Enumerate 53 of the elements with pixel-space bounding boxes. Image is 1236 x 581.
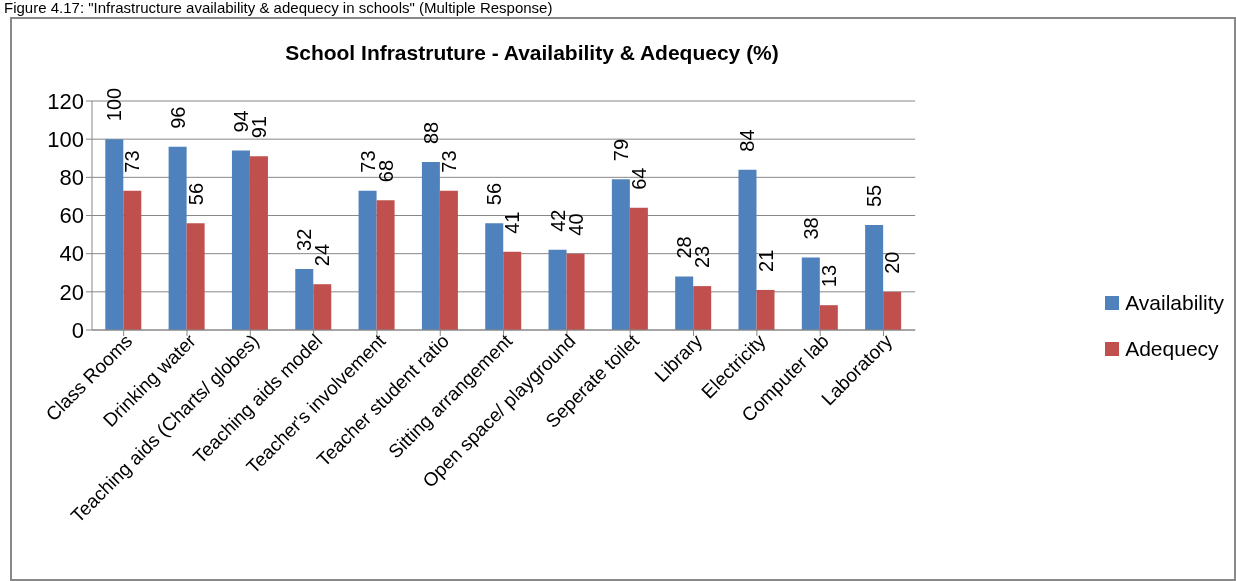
bar <box>883 291 902 330</box>
bar <box>801 257 820 330</box>
bar <box>611 179 630 330</box>
data-label: 84 <box>736 129 759 152</box>
data-label: 64 <box>627 167 650 190</box>
bar <box>566 253 585 330</box>
bar <box>123 190 142 330</box>
data-label: 73 <box>437 150 460 173</box>
y-tick-label: 100 <box>47 126 84 152</box>
chart-title: School Infrastruture - Availability & Adequecy (%) <box>285 41 779 64</box>
y-tick-label: 80 <box>59 165 84 191</box>
y-tick-label: 0 <box>71 317 84 343</box>
bar <box>693 286 712 330</box>
y-tick-label: 40 <box>59 241 84 267</box>
bar <box>439 190 458 330</box>
bar <box>249 156 268 330</box>
bar <box>168 146 187 330</box>
bar <box>738 169 757 330</box>
bar <box>485 223 504 330</box>
caption: Figure 4.17: "Infrastructure availability & adequecy in schools" (Multiple Response) <box>4 0 553 16</box>
data-label: 13 <box>817 264 840 288</box>
data-label: 96 <box>166 106 189 129</box>
bar <box>105 139 124 330</box>
data-label: 79 <box>609 138 632 162</box>
bar <box>756 289 775 330</box>
bar <box>629 207 648 330</box>
data-label: 88 <box>419 121 442 145</box>
data-label: 100 <box>103 87 126 122</box>
y-tick-label: 20 <box>59 279 84 305</box>
data-label: 20 <box>881 251 904 274</box>
y-tick-label: 120 <box>47 88 84 114</box>
data-label: 21 <box>754 249 777 272</box>
y-tick-label: 60 <box>59 203 84 229</box>
bar <box>186 223 205 330</box>
bar <box>231 150 250 330</box>
data-label: 56 <box>483 182 506 206</box>
data-label: 41 <box>501 211 524 234</box>
bar <box>358 190 377 330</box>
data-label: 55 <box>863 184 886 208</box>
data-label: 56 <box>184 182 207 206</box>
data-label: 38 <box>799 217 822 240</box>
bar <box>421 162 440 330</box>
legend-label: Adequecy <box>1125 337 1219 361</box>
bar <box>376 200 395 330</box>
bar <box>675 276 694 330</box>
data-label: 73 <box>121 150 144 173</box>
bar <box>865 225 884 330</box>
bar <box>819 305 838 330</box>
bar <box>313 284 332 330</box>
bar <box>295 268 314 330</box>
bar <box>548 249 567 330</box>
bar <box>503 251 522 330</box>
legend-label: Availability <box>1125 291 1224 315</box>
